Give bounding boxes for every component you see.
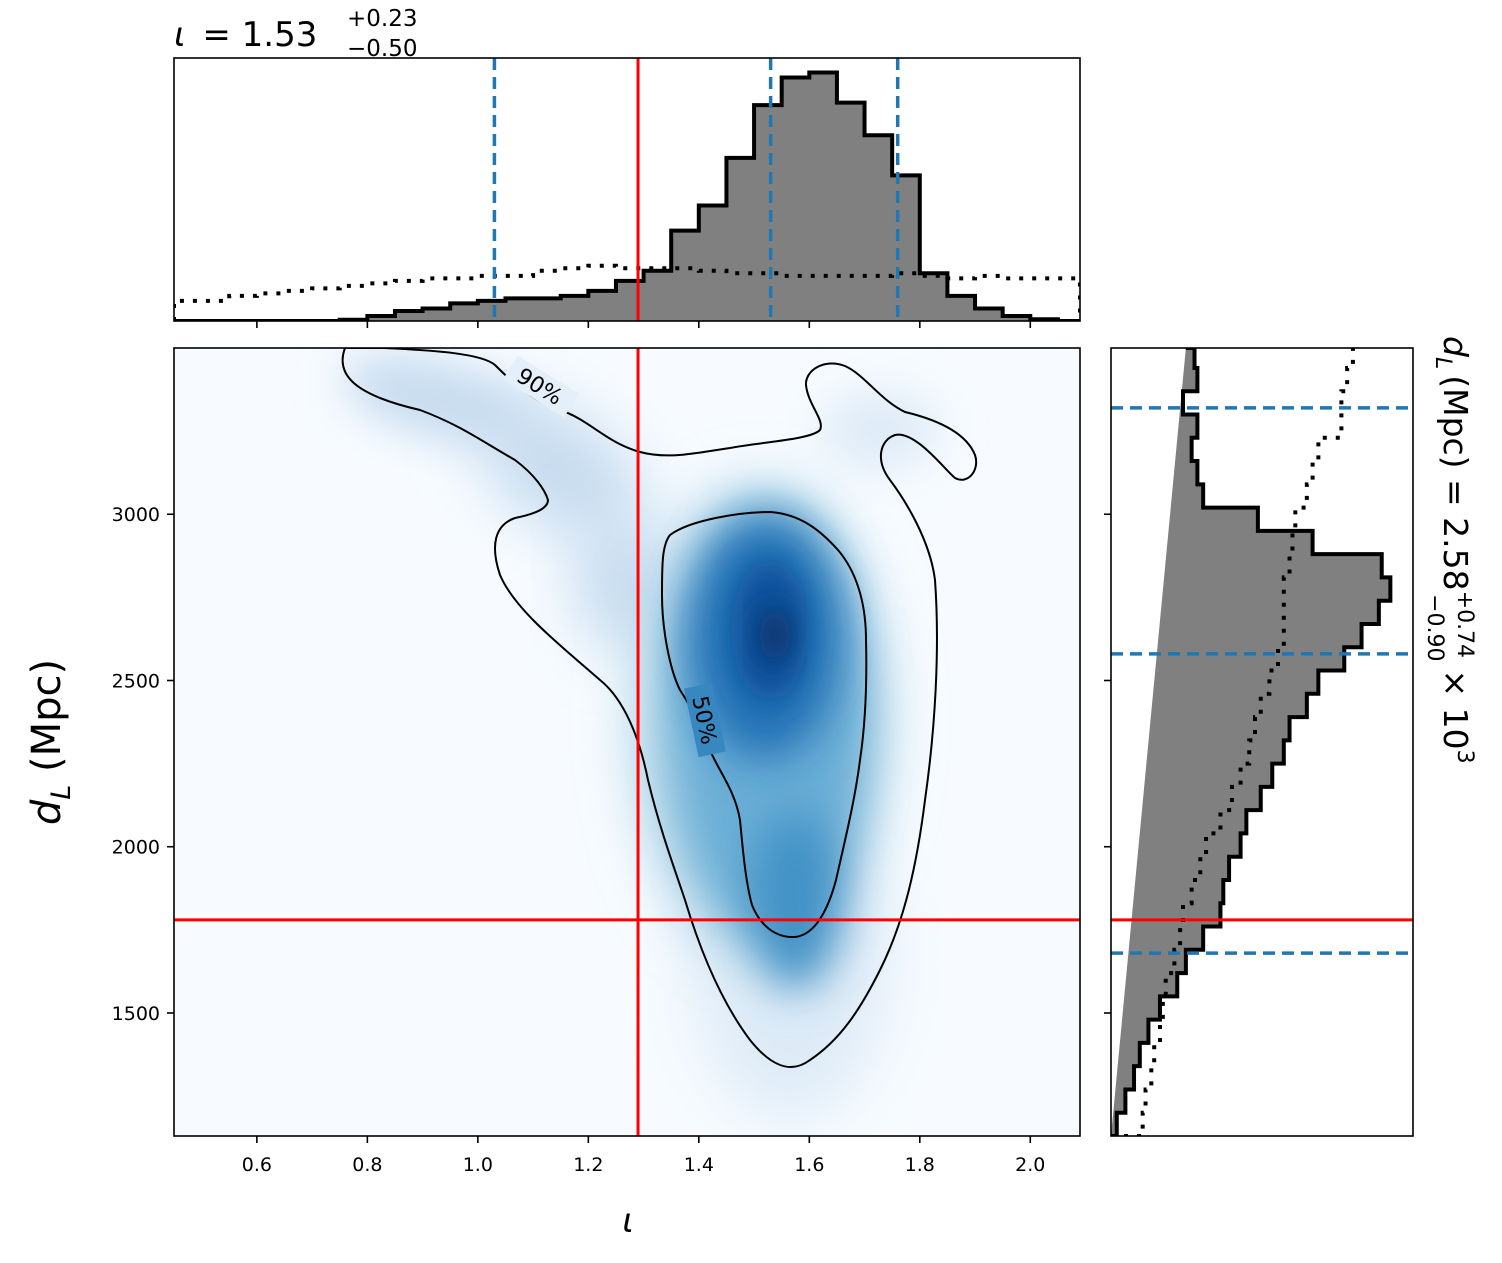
x-tick-label: 1.6 <box>794 1154 824 1176</box>
dl-marginal-frame <box>1110 347 1414 1137</box>
density-blob-low <box>750 810 840 990</box>
contour-label-90-bg <box>502 355 579 418</box>
x-tick-label: 1.0 <box>463 1154 493 1176</box>
x-tick-label: 1.4 <box>684 1154 714 1176</box>
dl-quantile-lines <box>1111 406 1413 955</box>
x-axis-label: ι <box>622 1201 634 1241</box>
iota-posterior-histogram-fill <box>174 72 1080 321</box>
dl-marginal-panel: dL(Mpc) = 2.58+0.74−0.90× 103 <box>1104 336 1477 1137</box>
x-tick-label: 0.8 <box>352 1154 382 1176</box>
y-tick-label: 1500 <box>112 1003 160 1025</box>
dl-title: dL(Mpc) = 2.58+0.74−0.90× 103 <box>1422 336 1477 764</box>
contour-50-percent <box>660 510 868 939</box>
joint-density-panel: 90% 50% 0.6 0.8 1.0 1.2 1.4 1.6 1.8 2.0 1500200… <box>24 347 1081 1241</box>
x-tick-label: 0.6 <box>242 1154 272 1176</box>
iota-marginal-panel: ι = 1.53 +0.23 −0.50 <box>173 6 1081 328</box>
dl-posterior-histogram-outline <box>1111 348 1393 1136</box>
x-tick-label: 1.8 <box>905 1154 935 1176</box>
iota-title-upper: +0.23 <box>347 6 417 32</box>
contour-label-50-bg <box>684 682 726 758</box>
x-tick-label: 1.2 <box>573 1154 603 1176</box>
y-tick-label: 3000 <box>112 504 160 526</box>
y-tick-label: 2000 <box>112 837 160 859</box>
joint-panel-frame <box>173 347 1081 1137</box>
y-tick-label: 2500 <box>112 670 160 692</box>
iota-title-lower: −0.50 <box>347 36 417 62</box>
density-blob-right <box>820 390 940 470</box>
y-axis-label: dL (Mpc) <box>24 659 77 825</box>
density-blob-arm-2 <box>342 355 538 445</box>
dl-prior-histogram <box>1111 348 1355 1136</box>
x-tick-label: 2.0 <box>1015 1154 1045 1176</box>
iota-quantile-lines <box>492 58 900 321</box>
density-blob-left <box>575 510 665 650</box>
iota-marginal-ticks <box>256 321 1032 328</box>
x-axis-ticks: 0.6 0.8 1.0 1.2 1.4 1.6 1.8 2.0 <box>242 1136 1045 1176</box>
density-blob-max <box>759 607 791 663</box>
iota-marginal-frame <box>173 57 1081 322</box>
iota-prior-histogram <box>174 263 1080 321</box>
y-axis-ticks: 1500 2000 2500 3000 <box>112 504 174 1025</box>
dl-marginal-ticks <box>1104 513 1111 1014</box>
iota-title: ι = 1.53 <box>174 15 317 55</box>
contour-90-percent <box>341 348 978 1069</box>
